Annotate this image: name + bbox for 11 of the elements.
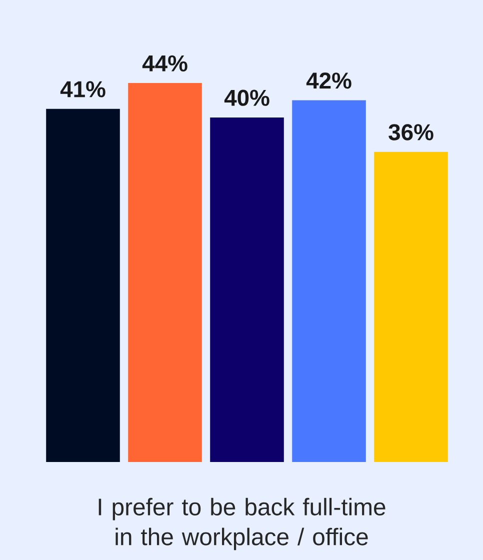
bar: [128, 82, 202, 462]
data-label: 41%: [60, 81, 106, 98]
data-label: 40%: [224, 90, 270, 106]
bar: [210, 117, 284, 462]
data-label: 36%: [388, 124, 434, 140]
bar: [374, 152, 448, 462]
data-label: 42%: [306, 72, 352, 89]
bar: [292, 100, 366, 462]
bar: [46, 108, 120, 462]
x-axis-title: I prefer to be back full-time in the workplace / office: [98, 498, 386, 550]
data-label: 44%: [142, 55, 188, 72]
